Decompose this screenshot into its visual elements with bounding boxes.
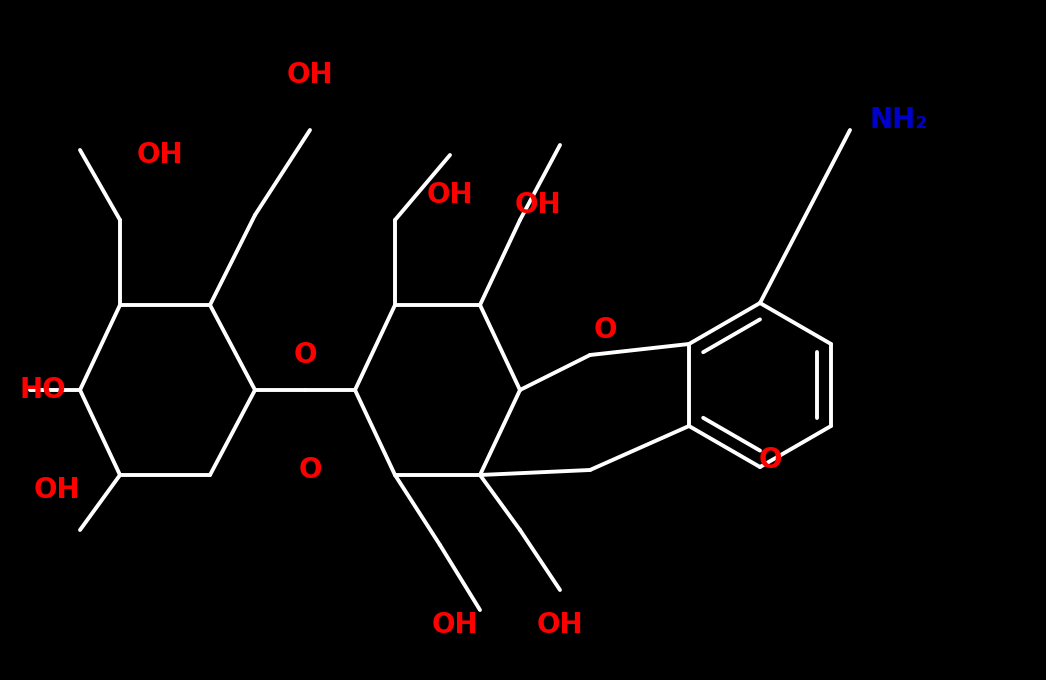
Text: OH: OH [33,476,79,504]
Text: OH: OH [137,141,183,169]
Text: OH: OH [515,191,562,219]
Text: O: O [593,316,617,344]
Text: OH: OH [427,181,473,209]
Text: O: O [293,341,317,369]
Text: O: O [758,446,781,474]
Text: HO: HO [20,376,67,404]
Text: OH: OH [287,61,334,89]
Text: O: O [298,456,322,484]
Text: NH₂: NH₂ [870,106,929,134]
Text: OH: OH [537,611,584,639]
Text: OH: OH [432,611,478,639]
